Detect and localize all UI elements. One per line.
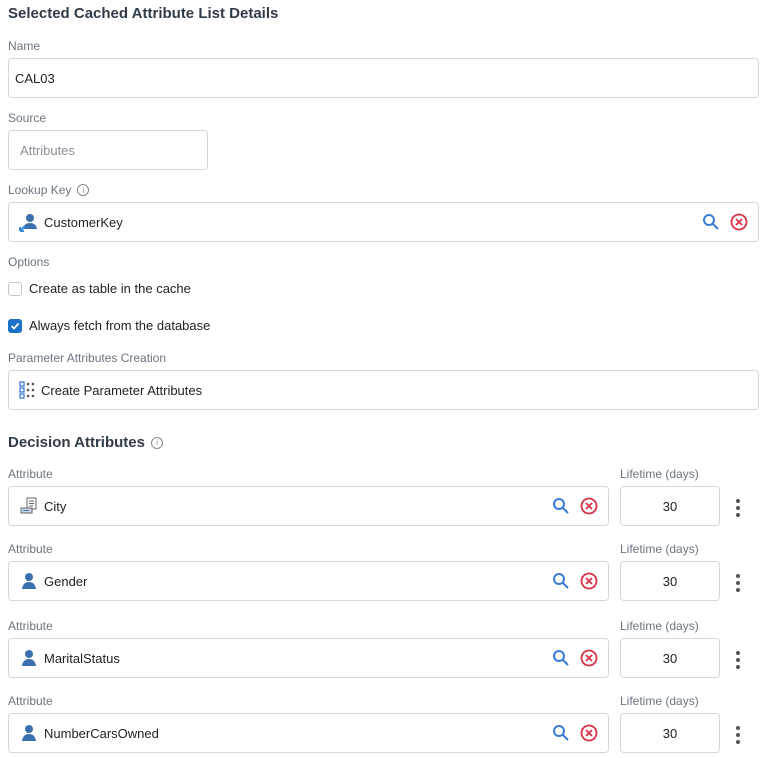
attribute-label: Attribute — [8, 694, 53, 708]
decision-attribute-input[interactable]: NumberCarsOwned — [8, 713, 609, 753]
lookup-key-label-text: Lookup Key — [8, 183, 72, 197]
form-attribute-icon — [20, 497, 37, 514]
attribute-label: Attribute — [8, 467, 53, 481]
attribute-label: Attribute — [8, 542, 53, 556]
attribute-icon — [22, 573, 36, 589]
checkbox-label: Always fetch from the database — [29, 318, 211, 333]
name-value: CAL03 — [15, 70, 55, 86]
lifetime-input[interactable]: 30 — [620, 486, 720, 526]
more-options-icon[interactable] — [733, 726, 743, 744]
name-label: Name — [8, 39, 41, 53]
lifetime-label: Lifetime (days) — [620, 619, 699, 633]
remove-icon[interactable] — [580, 649, 598, 667]
name-input[interactable]: CAL03 — [8, 58, 759, 98]
lookup-key-value: CustomerKey — [44, 214, 123, 230]
options-label: Options — [8, 255, 50, 269]
heading-text: Decision Attributes — [8, 434, 145, 451]
attribute-value: Gender — [44, 573, 88, 589]
search-icon[interactable] — [552, 724, 570, 742]
option-always-fetch[interactable]: Always fetch from the database — [8, 318, 210, 333]
lifetime-value: 30 — [662, 573, 678, 589]
attribute-value: City — [44, 498, 67, 514]
attribute-icon — [22, 725, 36, 741]
checkbox-label: Create as table in the cache — [29, 281, 191, 296]
lifetime-input[interactable]: 30 — [620, 638, 720, 678]
attribute-label: Attribute — [8, 619, 53, 633]
decision-attribute-input[interactable]: City — [8, 486, 609, 526]
more-options-icon[interactable] — [733, 574, 743, 592]
info-icon[interactable]: i — [77, 184, 90, 196]
search-icon[interactable] — [552, 572, 570, 590]
remove-icon[interactable] — [580, 572, 598, 590]
info-icon[interactable]: i — [150, 436, 163, 449]
lifetime-value: 30 — [662, 725, 678, 741]
search-icon[interactable] — [702, 213, 720, 231]
checkbox-checked[interactable] — [8, 318, 22, 333]
remove-icon[interactable] — [730, 213, 748, 231]
attribute-value: NumberCarsOwned — [44, 725, 159, 741]
check-icon — [10, 322, 20, 330]
more-options-icon[interactable] — [733, 651, 743, 669]
page-title: Selected Cached Attribute List Details — [8, 5, 279, 22]
source-label: Source — [8, 111, 47, 125]
button-label: Create Parameter Attributes — [41, 382, 203, 398]
parameter-attributes-icon — [19, 381, 35, 399]
lookup-key-label: Lookup Key i — [8, 183, 90, 197]
key-attribute-icon — [19, 214, 37, 232]
source-placeholder: Attributes — [20, 142, 75, 158]
source-input[interactable]: Attributes — [8, 130, 208, 170]
search-icon[interactable] — [552, 497, 570, 515]
decision-attribute-input[interactable]: Gender — [8, 561, 609, 601]
option-create-table[interactable]: Create as table in the cache — [8, 281, 191, 296]
lifetime-value: 30 — [662, 498, 678, 514]
lookup-key-input[interactable]: CustomerKey — [8, 202, 759, 242]
lifetime-input[interactable]: 30 — [620, 713, 720, 753]
lifetime-label: Lifetime (days) — [620, 542, 699, 556]
lifetime-label: Lifetime (days) — [620, 467, 699, 481]
lifetime-label: Lifetime (days) — [620, 694, 699, 708]
lifetime-input[interactable]: 30 — [620, 561, 720, 601]
attribute-value: MaritalStatus — [44, 650, 120, 666]
remove-icon[interactable] — [580, 497, 598, 515]
checkbox[interactable] — [8, 281, 22, 296]
more-options-icon[interactable] — [733, 499, 743, 517]
lifetime-value: 30 — [662, 650, 678, 666]
remove-icon[interactable] — [580, 724, 598, 742]
attribute-icon — [22, 650, 36, 666]
create-parameter-attributes-button[interactable]: Create Parameter Attributes — [8, 370, 759, 410]
decision-attribute-input[interactable]: MaritalStatus — [8, 638, 609, 678]
decision-attributes-heading: Decision Attributes i — [8, 434, 163, 451]
search-icon[interactable] — [552, 649, 570, 667]
param-label: Parameter Attributes Creation — [8, 351, 167, 365]
